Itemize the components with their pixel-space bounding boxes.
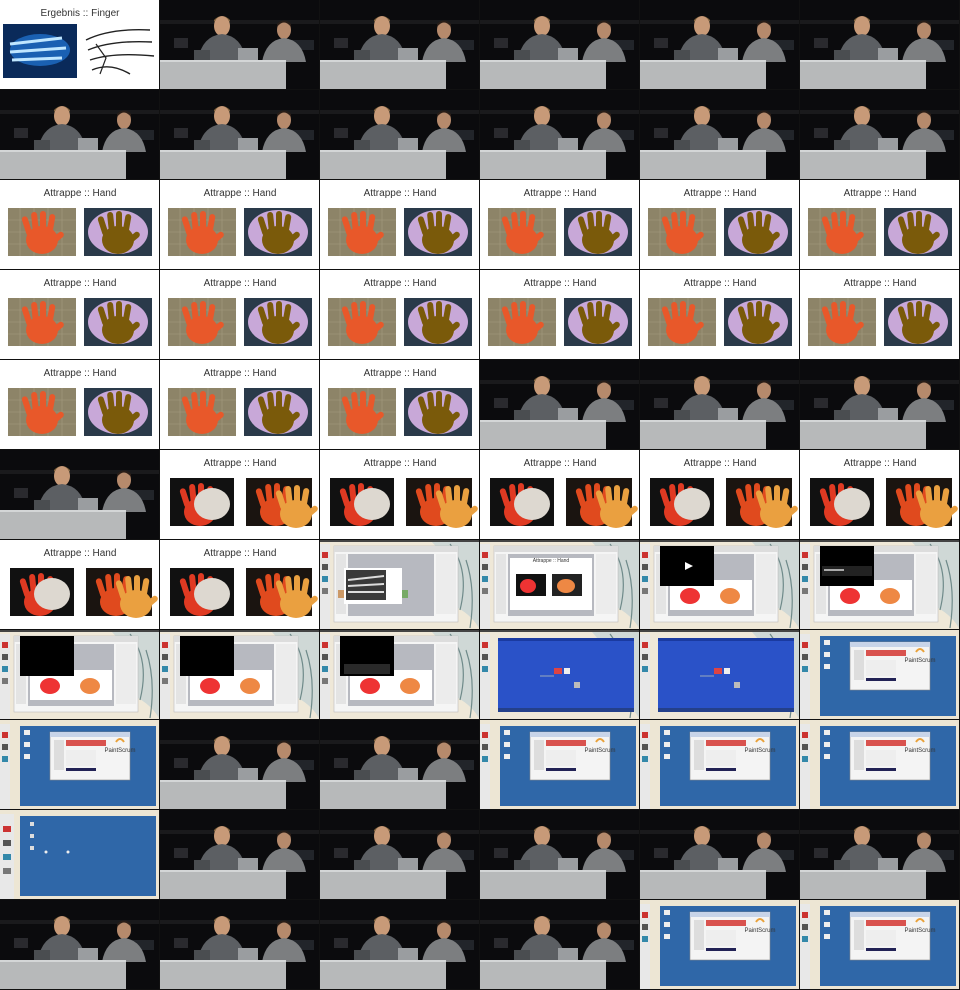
frame-thumbnail-studio (320, 720, 480, 810)
slide-caption: Attrappe :: Hand (683, 458, 757, 469)
slide-caption: Attrappe :: Hand (43, 278, 117, 289)
slide-caption: Attrappe :: Hand (363, 188, 437, 199)
frame-thumbnail-slide-hand-cast: Attrappe :: Hand (800, 450, 960, 540)
frame-thumbnail-desktop-keynote (0, 630, 160, 720)
slide-caption: Attrappe :: Hand (43, 188, 117, 199)
frame-thumbnail-studio (0, 90, 160, 180)
slide-caption: Attrappe :: Hand (203, 368, 277, 379)
frame-thumbnail-desktop-keynote (320, 540, 480, 630)
svg-text:PaintScrum: PaintScrum (744, 928, 775, 934)
frame-thumbnail-studio (160, 720, 320, 810)
slide-caption: Attrappe :: Hand (363, 458, 437, 469)
frame-thumbnail-studio (640, 0, 800, 90)
frame-thumbnail-slide-hand-tray: Attrappe :: Hand (640, 180, 800, 270)
slide-caption: Attrappe :: Hand (203, 278, 277, 289)
slide-caption: Attrappe :: Hand (523, 188, 597, 199)
frame-thumbnail-slide-hand-tray: Attrappe :: Hand (320, 360, 480, 450)
frame-thumbnail-studio (160, 810, 320, 900)
frame-thumbnail-slide-hand-tray: Attrappe :: Hand (0, 270, 160, 360)
frame-thumbnail-desktop-keynote: Attrappe :: Hand (480, 540, 640, 630)
frame-thumbnail-slide-hand-tray: Attrappe :: Hand (160, 180, 320, 270)
slide-caption: Attrappe :: Hand (683, 278, 757, 289)
frame-thumbnail-desktop-keynote (320, 630, 480, 720)
frame-thumbnail-desktop-keynote (160, 630, 320, 720)
frame-thumbnail-slide-hand-tray: Attrappe :: Hand (320, 270, 480, 360)
frame-thumbnail-slide-hand-cast: Attrappe :: Hand (0, 540, 160, 630)
frame-thumbnail-studio (160, 90, 320, 180)
frame-thumbnail-studio (640, 810, 800, 900)
frame-thumbnail-slide-hand-cast: Attrappe :: Hand (480, 450, 640, 540)
slide-caption: Attrappe :: Hand (363, 278, 437, 289)
frame-thumbnail-studio (480, 900, 640, 990)
frame-thumbnail-desktop-blue: PaintScrum (640, 720, 800, 810)
frame-thumbnail-studio (320, 0, 480, 90)
frame-thumbnail-desktop-blue: PaintScrum (640, 900, 800, 990)
frame-thumbnail-studio (800, 0, 960, 90)
frame-thumbnail-desktop-xp (480, 630, 640, 720)
frame-thumbnail-studio (800, 810, 960, 900)
frame-thumbnail-slide-hand-tray: Attrappe :: Hand (160, 360, 320, 450)
frame-thumbnail-studio (160, 0, 320, 90)
frame-thumbnail-studio (160, 900, 320, 990)
frame-thumbnail-studio (800, 360, 960, 450)
svg-text:PaintScrum: PaintScrum (584, 748, 615, 754)
slide-caption: Attrappe :: Hand (203, 548, 277, 559)
frame-thumbnail-desktop-blue: PaintScrum (800, 900, 960, 990)
frame-thumbnail-desktop-keynote (640, 540, 800, 630)
frame-thumbnail-slide-hand-tray: Attrappe :: Hand (0, 360, 160, 450)
frame-thumbnail-studio (0, 450, 160, 540)
frame-thumbnail-studio (320, 900, 480, 990)
slide-caption: Attrappe :: Hand (203, 458, 277, 469)
frame-thumbnail-desktop-xp (640, 630, 800, 720)
frame-thumbnail-desktop-blue: PaintScrum (800, 630, 960, 720)
slide-caption: Attrappe :: Hand (203, 188, 277, 199)
frame-thumbnail-studio (320, 90, 480, 180)
slide-caption: Attrappe :: Hand (683, 188, 757, 199)
frame-thumbnail-slide-hand-tray: Attrappe :: Hand (320, 180, 480, 270)
frame-thumbnail-desktop-blue: PaintScrum (800, 720, 960, 810)
slide-caption: Attrappe :: Hand (843, 278, 917, 289)
slide-caption: Attrappe :: Hand (43, 548, 117, 559)
frame-thumbnail-desktop-keynote (800, 540, 960, 630)
frame-thumbnail-slide-hand-cast: Attrappe :: Hand (640, 450, 800, 540)
frame-thumbnail-slide-hand-tray: Attrappe :: Hand (0, 180, 160, 270)
frame-thumbnail-slide-finger: Ergebnis :: Finger (0, 0, 160, 90)
frame-thumbnail-studio (800, 90, 960, 180)
frame-thumbnail-studio (0, 900, 160, 990)
frame-thumbnail-studio (480, 360, 640, 450)
frame-thumbnail-studio (480, 810, 640, 900)
svg-text:PaintScrum: PaintScrum (104, 748, 135, 754)
frame-thumbnail-slide-hand-cast: Attrappe :: Hand (320, 450, 480, 540)
frame-thumbnail-studio (320, 810, 480, 900)
slide-caption: Attrappe :: Hand (523, 278, 597, 289)
frame-thumbnail-desktop-empty (0, 810, 160, 900)
slide-caption: Attrappe :: Hand (843, 188, 917, 199)
frame-thumbnail-studio (640, 360, 800, 450)
slide-caption: Ergebnis :: Finger (40, 8, 120, 19)
frame-thumbnail-slide-hand-tray: Attrappe :: Hand (800, 270, 960, 360)
frame-thumbnail-slide-hand-tray: Attrappe :: Hand (480, 180, 640, 270)
svg-text:PaintScrum: PaintScrum (904, 928, 935, 934)
slide-caption: Attrappe :: Hand (523, 458, 597, 469)
frame-thumbnail-desktop-blue: PaintScrum (0, 720, 160, 810)
frame-thumbnail-slide-hand-cast: Attrappe :: Hand (160, 540, 320, 630)
slide-caption: Attrappe :: Hand (532, 558, 570, 564)
frame-thumbnail-slide-hand-cast: Attrappe :: Hand (160, 450, 320, 540)
frame-thumbnail-slide-hand-tray: Attrappe :: Hand (160, 270, 320, 360)
frame-thumbnail-slide-hand-tray: Attrappe :: Hand (640, 270, 800, 360)
slide-caption: Attrappe :: Hand (843, 458, 917, 469)
svg-text:PaintScrum: PaintScrum (744, 748, 775, 754)
svg-text:PaintScrum: PaintScrum (904, 748, 935, 754)
frame-thumbnail-slide-hand-tray: Attrappe :: Hand (800, 180, 960, 270)
frame-thumbnail-desktop-blue: PaintScrum (480, 720, 640, 810)
frame-thumbnail-studio (480, 0, 640, 90)
slide-caption: Attrappe :: Hand (363, 368, 437, 379)
frame-thumbnail-studio (480, 90, 640, 180)
slide-caption: Attrappe :: Hand (43, 368, 117, 379)
frame-thumbnail-slide-hand-tray: Attrappe :: Hand (480, 270, 640, 360)
svg-text:PaintScrum: PaintScrum (904, 658, 935, 664)
frame-thumbnail-studio (640, 90, 800, 180)
